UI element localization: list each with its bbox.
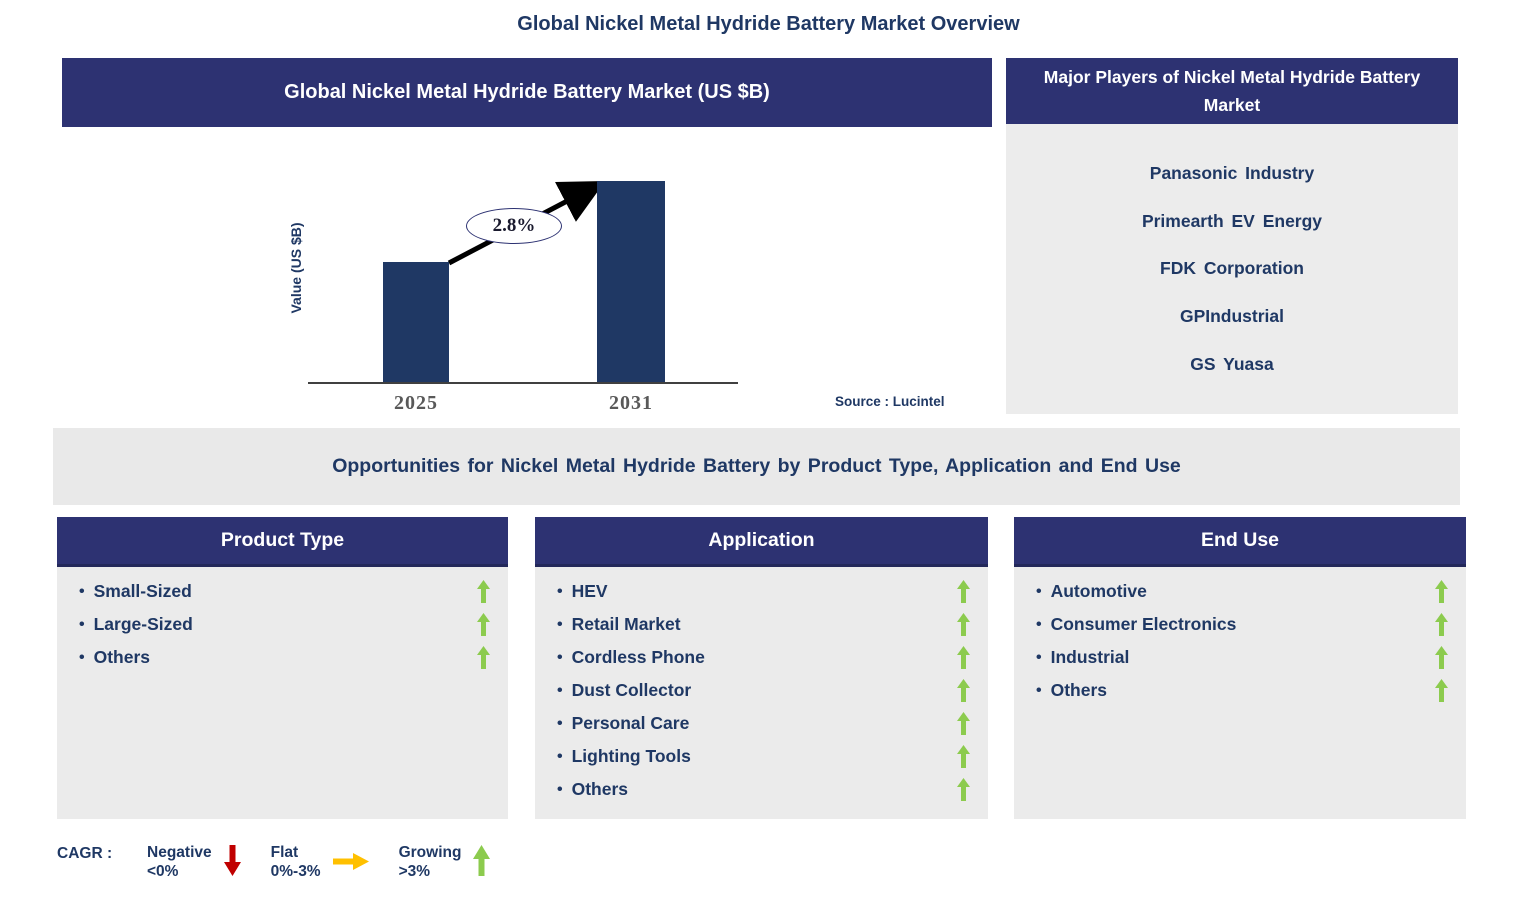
bullet-icon: •	[557, 780, 563, 798]
player-item: Primearth EV Energy	[1141, 210, 1323, 231]
growing-up-arrow-icon	[477, 646, 490, 669]
bullet-icon: •	[1036, 582, 1042, 600]
source-credit: Source : Lucintel	[835, 394, 945, 409]
legend-entry-negative: Negative <0%	[147, 843, 241, 881]
legend-entry-growing: Growing >3%	[399, 843, 491, 881]
segment-item-label: Lighting Tools	[571, 746, 691, 766]
growing-up-arrow-icon	[957, 778, 970, 801]
major-players-list: Panasonic Industry Primearth EV Energy F…	[1006, 124, 1458, 414]
growing-up-arrow-icon	[1435, 679, 1448, 702]
bullet-icon: •	[79, 615, 85, 633]
growing-up-arrow-icon	[1435, 580, 1448, 603]
growing-up-arrow-icon	[1435, 613, 1448, 636]
growing-up-arrow-icon	[957, 646, 970, 669]
growing-up-arrow-icon	[957, 580, 970, 603]
chart-x-axis	[308, 382, 738, 384]
growing-up-arrow-icon	[473, 845, 491, 881]
cagr-legend: CAGR : Negative <0% Flat 0%-3% Growing >…	[57, 843, 520, 881]
growing-up-arrow-icon	[957, 745, 970, 768]
segment-item-label: Small-Sized	[93, 581, 192, 601]
segment-item: • Others	[1014, 674, 1466, 707]
growing-up-arrow-icon	[957, 613, 970, 636]
growing-up-arrow-icon	[1435, 646, 1448, 669]
market-chart-header: Global Nickel Metal Hydride Battery Mark…	[62, 58, 992, 127]
bullet-icon: •	[557, 648, 563, 666]
page-title: Global Nickel Metal Hydride Battery Mark…	[517, 13, 1020, 35]
segment-item: • Consumer Electronics	[1014, 608, 1466, 641]
segment-item: • Dust Collector	[535, 674, 988, 707]
segment-item-label: Others	[93, 647, 151, 667]
bullet-icon: •	[557, 714, 563, 732]
segment-item-label: Others	[1050, 680, 1108, 700]
segment-item-label: Dust Collector	[571, 680, 692, 700]
legend-flat-name: Flat	[270, 844, 299, 861]
legend-flat-range: 0%-3%	[270, 863, 321, 880]
player-item: Panasonic Industry	[1149, 162, 1315, 183]
player-item: FDK Corporation	[1160, 258, 1304, 279]
growing-up-arrow-icon	[477, 613, 490, 636]
segment-item: • Small-Sized	[57, 575, 508, 608]
segment-item-label: Retail Market	[571, 614, 681, 634]
bullet-icon: •	[1036, 615, 1042, 633]
segment-item: • Industrial	[1014, 641, 1466, 674]
bullet-icon: •	[557, 615, 563, 633]
segment-body: • Small-Sized • Large-Sized • Others	[57, 567, 508, 819]
chart-y-axis-label: Value (US $B)	[288, 222, 304, 314]
legend-negative-range: <0%	[147, 863, 179, 880]
negative-down-arrow-icon	[223, 845, 241, 881]
segment-item-label: HEV	[571, 581, 608, 601]
player-item: GS Yuasa	[1190, 354, 1274, 375]
segment-item-label: Others	[571, 779, 629, 799]
legend-entry-flat: Flat 0%-3%	[271, 843, 369, 881]
segment-item-label: Consumer Electronics	[1050, 614, 1237, 634]
growing-up-arrow-icon	[957, 712, 970, 735]
segment-header: Application	[535, 517, 988, 567]
segment-item: • Lighting Tools	[535, 740, 988, 773]
segment-item: • Others	[57, 641, 508, 674]
segment-item: • Retail Market	[535, 608, 988, 641]
segment-header: Product Type	[57, 517, 508, 567]
bullet-icon: •	[1036, 648, 1042, 666]
opportunities-banner: Opportunities for Nickel Metal Hydride B…	[53, 428, 1460, 505]
segment-item-label: Personal Care	[571, 713, 690, 733]
segment-item: • Others	[535, 773, 988, 806]
legend-negative-name: Negative	[147, 844, 212, 861]
segment-body: • Automotive • Consumer Electronics • Indus…	[1014, 567, 1466, 819]
bullet-icon: •	[79, 648, 85, 666]
x-tick-2031: 2031	[609, 392, 653, 414]
segment-item-label: Automotive	[1050, 581, 1147, 601]
flat-right-arrow-icon	[332, 853, 369, 875]
cagr-annotation-value: 2.8%	[492, 215, 536, 236]
segment-end-use: End Use • Automotive • Consumer Electronic…	[1014, 517, 1466, 819]
cagr-annotation-bubble: 2.8%	[466, 208, 562, 244]
growing-up-arrow-icon	[957, 679, 970, 702]
segment-header: End Use	[1014, 517, 1466, 567]
segment-item: • HEV	[535, 575, 988, 608]
player-item: GPIndustrial	[1179, 306, 1285, 327]
segment-item-label: Cordless Phone	[571, 647, 705, 667]
segment-item-label: Large-Sized	[93, 614, 193, 634]
segment-product-type: Product Type • Small-Sized • Large-Sized •…	[57, 517, 508, 819]
x-tick-2025: 2025	[394, 392, 438, 414]
bar-2025	[383, 262, 449, 383]
bullet-icon: •	[79, 582, 85, 600]
legend-growing-range: >3%	[398, 863, 431, 880]
bullet-icon: •	[557, 582, 563, 600]
segment-item-label: Industrial	[1050, 647, 1130, 667]
bullet-icon: •	[557, 681, 563, 699]
segment-item: • Cordless Phone	[535, 641, 988, 674]
segment-item: • Automotive	[1014, 575, 1466, 608]
bullet-icon: •	[1036, 681, 1042, 699]
segment-body: • HEV • Retail Market • Cordless Phone • Dus…	[535, 567, 988, 819]
legend-growing-name: Growing	[398, 844, 462, 861]
bar-2031	[597, 181, 665, 383]
bullet-icon: •	[557, 747, 563, 765]
segment-application: Application • HEV • Retail Market • Cordles…	[535, 517, 988, 819]
segment-item: • Large-Sized	[57, 608, 508, 641]
segment-item: • Personal Care	[535, 707, 988, 740]
cagr-legend-label: CAGR :	[57, 845, 113, 862]
growing-up-arrow-icon	[477, 580, 490, 603]
major-players-header: Major Players of Nickel Metal Hydride Ba…	[1006, 58, 1458, 124]
